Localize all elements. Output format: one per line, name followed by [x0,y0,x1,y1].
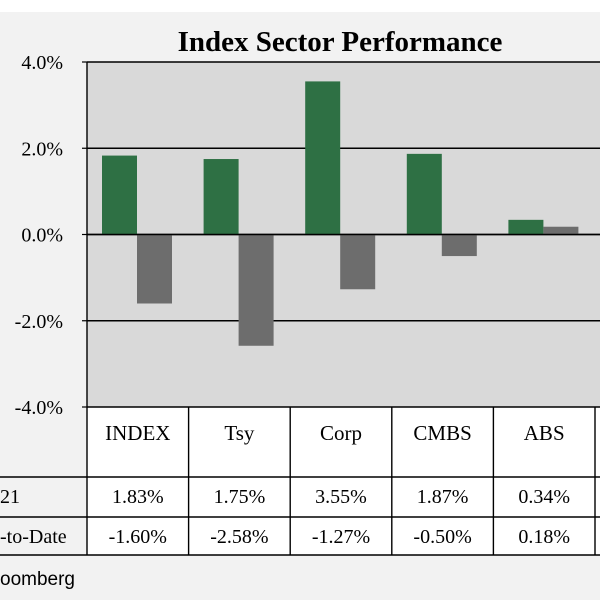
data-label-cmbs-series-1: 1.87% [417,486,469,508]
bars [87,81,600,346]
row-label-series-1: 21 [0,486,20,508]
data-label-abs-series-2: 0.18% [518,526,570,548]
source-note: oomberg [0,569,75,590]
data-label-index-series-2: -1.60% [109,526,167,548]
chart-title: Index Sector Performance [178,26,503,58]
bar-corp-series-1 [305,81,341,235]
category-label-cmbs: CMBS [413,421,471,445]
top-strip [0,0,600,12]
y-tick-label: 4.0% [21,52,63,74]
data-label-corp-series-1: 3.55% [315,486,367,508]
category-label-abs: ABS [524,421,565,445]
y-tick-label: -4.0% [15,397,63,419]
data-label-tsy-series-1: 1.75% [214,486,266,508]
y-tick-label: 2.0% [21,138,63,160]
bar-abs-series-1 [508,219,544,235]
y-tick-label: 0.0% [21,225,63,247]
y-axis-ticks: 4.0% 2.0% 0.0% -2.0% -4.0% [15,52,63,419]
bar-index-series-1 [102,155,137,235]
category-label-tsy: Tsy [224,421,255,445]
bar-cmbs-series-2 [441,234,477,257]
category-label-corp: Corp [320,421,362,445]
data-label-corp-series-2: -1.27% [312,526,370,548]
bar-corp-series-2 [340,234,376,290]
row-label-series-2: -to-Date [0,526,67,548]
bar-abs-series-2 [543,226,579,235]
bar-cmbs-series-1 [406,153,442,235]
data-table-text: 21 -to-Date INDEX 1.83% -1.60% Tsy 1.75% -2.5… [0,421,570,548]
data-label-cmbs-series-2: -0.50% [413,526,471,548]
data-label-index-series-1: 1.83% [112,486,164,508]
bar-tsy-series-2 [238,234,274,346]
data-label-abs-series-1: 0.34% [518,486,570,508]
data-label-tsy-series-2: -2.58% [210,526,268,548]
data-table [87,407,600,555]
data-table-lines [0,406,600,556]
category-label-index: INDEX [105,421,170,445]
bar-index-series-2 [137,234,172,304]
y-tick-label: -2.0% [15,311,63,333]
bar-tsy-series-1 [203,159,239,235]
